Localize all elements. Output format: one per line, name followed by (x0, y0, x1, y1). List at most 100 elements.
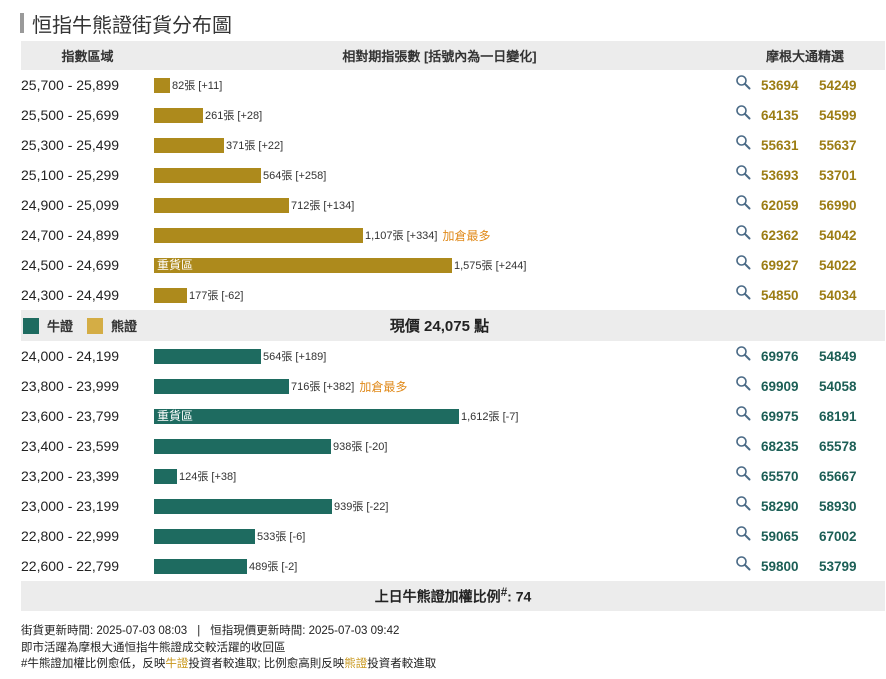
picks-wrap: 54850 54034 (725, 280, 885, 310)
note-active: 即市活躍為摩根大通恒指牛熊證成交較活躍的收回區 (21, 641, 286, 654)
warrant-code-link[interactable]: 69976 (761, 348, 799, 364)
warrant-code-link[interactable]: 68191 (819, 408, 857, 424)
hot-label: 加倉最多 (442, 228, 491, 243)
range-label: 24,500 - 24,699 (21, 257, 120, 273)
warrant-code-link[interactable]: 65570 (761, 468, 799, 484)
search-icon[interactable] (735, 495, 751, 511)
header-picks: 摩根大通精選 (725, 41, 885, 70)
picks-cell: 62362 54042 (725, 220, 885, 250)
picks-wrap: 65570 65667 (725, 461, 885, 491)
warrant-code-link[interactable]: 54022 (819, 257, 857, 273)
warrant-code-link[interactable]: 69975 (761, 408, 799, 424)
picks-cell: 65570 65667 (725, 461, 885, 491)
legend: 牛證 熊證 (21, 316, 154, 335)
warrant-code-link[interactable]: 65578 (819, 438, 857, 454)
picks-cell: 69975 68191 (725, 401, 885, 431)
bear-bar (154, 167, 261, 183)
search-icon[interactable] (735, 194, 751, 210)
warrant-code-link[interactable]: 56990 (819, 197, 857, 213)
bar-cell: 261張 [+28] (154, 100, 725, 130)
warrant-code-link[interactable]: 64135 (761, 107, 799, 123)
bear-bar (154, 77, 170, 93)
warrant-code-link[interactable]: 54849 (819, 348, 857, 364)
warrant-code-link[interactable]: 54042 (819, 227, 857, 243)
warrant-code-link[interactable]: 54850 (761, 287, 799, 303)
warrant-code-link[interactable]: 59800 (761, 558, 799, 574)
bar-wrap: 1,107張 [+334] 加倉最多 (154, 220, 725, 250)
warrant-code-link[interactable]: 53701 (819, 167, 857, 183)
bull-row: 23,800 - 23,999 716張 [+382] 加倉最多 69909 54058 (21, 371, 885, 401)
picks-cell: 55631 55637 (725, 130, 885, 160)
range-label: 24,000 - 24,199 (21, 348, 120, 364)
weighted-ratio-mark: # (500, 585, 508, 599)
update-times: 街貨更新時間: 2025-07-03 08:03 | 恒指現價更新時間: 2025-… (21, 623, 436, 640)
search-icon[interactable] (735, 284, 751, 300)
warrant-code-link[interactable]: 62059 (761, 197, 799, 213)
range-label: 23,200 - 23,399 (21, 468, 120, 484)
picks-wrap: 68235 65578 (725, 431, 885, 461)
bar-wrap: 489張 [-2] (154, 551, 725, 581)
search-icon[interactable] (735, 224, 751, 240)
search-icon[interactable] (735, 465, 751, 481)
warrant-code-link[interactable]: 54058 (819, 378, 857, 394)
bar-value-label: 938張 [-20] (333, 441, 388, 453)
search-icon[interactable] (735, 555, 751, 571)
range-label: 22,600 - 22,799 (21, 558, 120, 574)
range-label: 25,500 - 25,699 (21, 107, 120, 123)
search-icon[interactable] (735, 134, 751, 150)
warrant-code-link[interactable]: 58290 (761, 498, 799, 514)
warrant-code-link[interactable]: 59065 (761, 528, 799, 544)
picks-wrap: 53694 54249 (725, 70, 885, 100)
bar-cell: 489張 [-2] (154, 551, 725, 581)
price-update-time: 恒指現價更新時間: 2025-07-03 09:42 (210, 625, 400, 637)
search-icon[interactable] (735, 164, 751, 180)
search-icon[interactable] (735, 405, 751, 421)
warrant-code-link[interactable]: 55631 (761, 137, 799, 153)
warrant-code-link[interactable]: 69927 (761, 257, 799, 273)
bull-row: 23,600 - 23,799 重貨區 1,612張 [-7] 69975 68191 (21, 401, 885, 431)
warrant-code-link[interactable]: 53799 (819, 558, 857, 574)
search-icon[interactable] (735, 74, 751, 90)
time-separator: | (197, 625, 201, 637)
bull-bar (154, 468, 177, 484)
bar-value-label: 261張 [+28] (205, 110, 263, 122)
picks-wrap: 62059 56990 (725, 190, 885, 220)
legend-bear-label: 熊證 (111, 319, 138, 334)
current-price-row: 牛證 熊證 現價 24,075 點 (21, 310, 885, 341)
bar-cell: 939張 [-22] (154, 491, 725, 521)
warrant-code-link[interactable]: 65667 (819, 468, 857, 484)
bear-row: 24,300 - 24,499 177張 [-62] 54850 54034 (21, 280, 885, 310)
warrant-code-link[interactable]: 53694 (761, 77, 799, 93)
range-label: 25,700 - 25,899 (21, 77, 120, 93)
warrant-code-link[interactable]: 54599 (819, 107, 857, 123)
note-ratio-bear: 熊證 (344, 658, 368, 670)
bar-cell: 712張 [+134] (154, 190, 725, 220)
title-accent-bar (20, 13, 24, 33)
weighted-ratio-value: : 74 (507, 588, 532, 605)
search-icon[interactable] (735, 525, 751, 541)
range-label: 22,800 - 22,999 (21, 528, 120, 544)
warrant-code-link[interactable]: 68235 (761, 438, 799, 454)
bar-wrap: 533張 [-6] (154, 521, 725, 551)
search-icon[interactable] (735, 435, 751, 451)
bar-value-label: 533張 [-6] (257, 531, 306, 543)
warrant-code-link[interactable]: 55637 (819, 137, 857, 153)
warrant-code-link[interactable]: 69909 (761, 378, 799, 394)
picks-wrap: 59065 67002 (725, 521, 885, 551)
picks-wrap: 69927 54022 (725, 250, 885, 280)
picks-cell: 64135 54599 (725, 100, 885, 130)
warrant-code-link[interactable]: 53693 (761, 167, 799, 183)
bar-wrap: 177張 [-62] (154, 280, 725, 310)
search-icon[interactable] (735, 375, 751, 391)
bull-row: 23,200 - 23,399 124張 [+38] 65570 65667 (21, 461, 885, 491)
warrant-code-link[interactable]: 67002 (819, 528, 857, 544)
search-icon[interactable] (735, 345, 751, 361)
search-icon[interactable] (735, 104, 751, 120)
search-icon[interactable] (735, 254, 751, 270)
warrant-code-link[interactable]: 58930 (819, 498, 857, 514)
warrant-code-link[interactable]: 54034 (819, 287, 857, 303)
warrant-code-link[interactable]: 62362 (761, 227, 799, 243)
bar-value-label: 371張 [+22] (226, 140, 284, 152)
bar-cell: 371張 [+22] (154, 130, 725, 160)
warrant-code-link[interactable]: 54249 (819, 77, 857, 93)
